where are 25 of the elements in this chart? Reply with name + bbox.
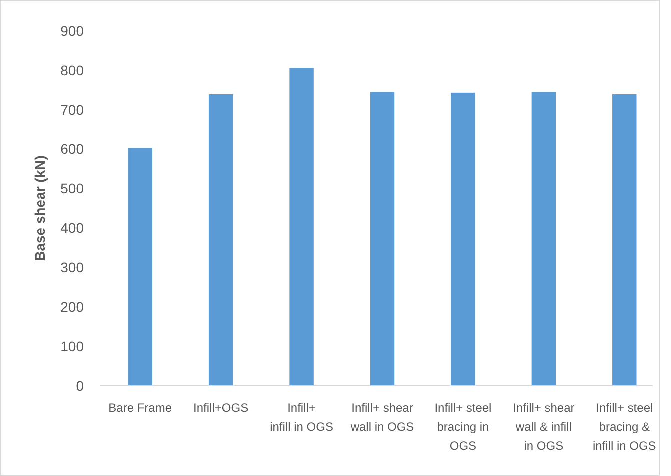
- y-tick-label: 200: [60, 299, 84, 316]
- y-tick-label: 900: [60, 22, 84, 39]
- x-tick-label: Infill+ infill in OGS: [270, 401, 334, 434]
- y-tick-label: 0: [76, 378, 84, 394]
- x-tick-label: Infill+ steel bracing & infill in OGS: [592, 401, 656, 453]
- bar: [451, 92, 476, 386]
- bar: [290, 68, 314, 386]
- y-tick-label: 700: [60, 102, 84, 118]
- bar: [370, 92, 395, 386]
- bar: [208, 94, 234, 386]
- y-tick-label: 800: [60, 62, 84, 78]
- x-tick-label: Infill+ shear wall in OGS: [350, 401, 414, 434]
- x-tick-label: Infill+OGS: [194, 401, 249, 415]
- y-tick-label: 600: [60, 141, 84, 158]
- x-tick-label: Bare Frame: [108, 401, 172, 415]
- x-tick-label: Infill+ steel bracing in OGS: [434, 401, 492, 453]
- y-tick-label: 100: [60, 338, 84, 354]
- y-tick-label: 400: [60, 220, 84, 236]
- bar: [612, 94, 637, 386]
- y-axis-title: Base shear (kN): [32, 156, 48, 262]
- bar: [532, 92, 556, 386]
- y-tick-label: 500: [60, 180, 84, 197]
- bar: [128, 148, 152, 386]
- x-tick-label: Infill+ shear wall & infill in OGS: [513, 401, 575, 453]
- y-tick-label: 300: [60, 260, 84, 276]
